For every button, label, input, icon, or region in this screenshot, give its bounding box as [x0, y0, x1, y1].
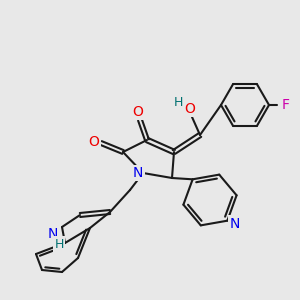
Text: O: O: [184, 102, 195, 116]
Text: H: H: [173, 95, 183, 109]
Text: O: O: [133, 105, 143, 119]
Text: H: H: [54, 238, 64, 250]
Text: N: N: [229, 217, 239, 231]
Text: F: F: [282, 98, 290, 112]
Text: N: N: [133, 166, 143, 180]
Text: O: O: [88, 135, 99, 149]
Text: N: N: [48, 227, 58, 241]
